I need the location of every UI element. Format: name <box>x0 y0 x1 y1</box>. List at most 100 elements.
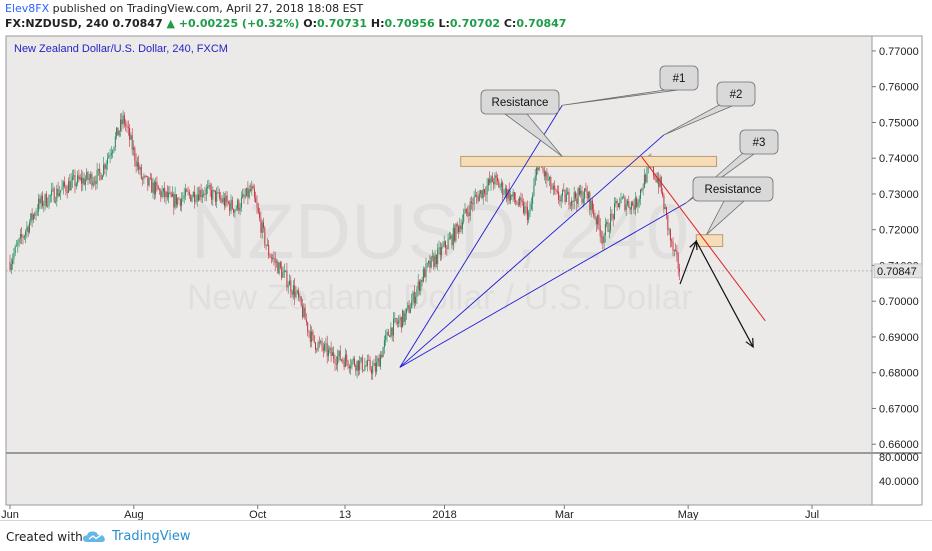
candle-body <box>129 128 131 140</box>
candle-body <box>385 335 387 341</box>
candle-body <box>316 349 318 351</box>
candle-body <box>571 200 573 206</box>
callout-resistance-1[interactable]: Resistance <box>480 89 563 157</box>
candle-body <box>614 203 615 219</box>
callout-resistance-2[interactable]: Resistance <box>692 176 774 236</box>
fan-line[interactable] <box>399 202 687 368</box>
trend-line[interactable] <box>641 156 766 322</box>
candle-body <box>456 223 458 227</box>
candle-body <box>485 193 487 195</box>
callout-fan-1[interactable]: #1 <box>562 65 699 106</box>
candle-body <box>305 319 307 323</box>
callout-fan-2[interactable]: #2 <box>663 81 756 136</box>
candle-body <box>248 189 250 198</box>
candle-body <box>667 214 669 230</box>
candle-body <box>656 179 658 182</box>
candle-body <box>247 187 249 198</box>
candle-body <box>363 370 365 371</box>
candle-body <box>361 357 363 371</box>
candle-body <box>224 197 225 206</box>
tradingview-brand[interactable]: TradingView <box>112 529 191 544</box>
resistance-zone-1[interactable] <box>460 155 718 167</box>
candle-body <box>221 199 223 203</box>
candle-body <box>459 225 461 232</box>
candle-body <box>117 127 119 136</box>
candle-body <box>551 188 553 190</box>
candle-body <box>507 189 509 199</box>
candle-body <box>209 185 211 190</box>
candle-body <box>97 168 99 170</box>
fan-line[interactable] <box>399 134 665 368</box>
candle-body <box>612 214 614 219</box>
candle-body <box>91 174 93 186</box>
lower-pane[interactable] <box>6 454 872 505</box>
candle-body <box>312 331 314 336</box>
candle-body <box>300 296 302 306</box>
fan-line[interactable] <box>399 105 563 368</box>
candle-body <box>298 290 300 298</box>
candle-body <box>42 195 43 206</box>
candle-body <box>330 347 332 356</box>
publish-line: Elev8FX published on TradingView.com, Ap… <box>5 2 363 15</box>
candle-body <box>590 200 592 211</box>
candle-body <box>181 198 183 206</box>
candle-body <box>532 195 534 204</box>
callout-box <box>739 129 779 155</box>
candle-body <box>243 194 245 197</box>
fan-lines[interactable] <box>399 105 687 368</box>
callouts: Resistance #1 #2 #3 Resistance <box>480 65 779 236</box>
low-label: L: <box>438 17 450 30</box>
resistance-zone-2[interactable] <box>695 234 724 248</box>
author-link[interactable]: Elev8FX <box>5 2 50 15</box>
candle-body <box>266 244 268 246</box>
tradingview-cloud-icon[interactable] <box>82 529 108 545</box>
candle-body <box>122 115 124 125</box>
candle-body <box>276 261 277 263</box>
candle-body <box>222 197 224 203</box>
x-tick-label: Aug <box>124 509 144 520</box>
candle-body <box>303 307 305 317</box>
candle-body <box>368 359 370 361</box>
change-up-icon: ▲ <box>166 17 175 30</box>
close-value: 0.70847 <box>516 17 567 30</box>
candle-body <box>432 256 433 258</box>
footer: Created with TradingView <box>0 520 932 551</box>
candle-body <box>673 249 675 251</box>
candle-body <box>672 241 674 251</box>
candle-body <box>481 190 483 198</box>
candle-body <box>88 178 90 180</box>
candle-body <box>377 358 379 363</box>
candle-body <box>325 343 327 345</box>
candle-body <box>68 181 69 193</box>
candle-body <box>78 175 80 180</box>
candle-body <box>242 194 244 198</box>
projection-arrow[interactable] <box>679 239 754 349</box>
candle-body <box>160 190 162 197</box>
candle-body <box>575 192 576 199</box>
lower-tick-label: 40.0000 <box>879 476 919 488</box>
candle-body <box>237 200 238 209</box>
candle-body <box>636 197 638 207</box>
y-tick-label: 0.70000 <box>879 296 919 308</box>
candle-body <box>521 200 523 203</box>
candle-body <box>655 177 657 182</box>
candle-body <box>489 179 491 184</box>
y-tick-label: 0.74000 <box>879 153 919 165</box>
candle-body <box>624 197 626 210</box>
candle-body <box>125 123 127 126</box>
candle-body <box>471 201 472 203</box>
candle-body <box>554 185 556 190</box>
candle-body <box>602 236 604 243</box>
candle-body <box>497 177 498 182</box>
price-chart[interactable]: NZDUSD, 240 New Zealand Dollar / U.S. Do… <box>0 0 932 520</box>
candle-body <box>617 203 619 208</box>
candle-body <box>311 331 313 342</box>
candle-body <box>56 188 58 202</box>
candle-body <box>334 359 336 364</box>
candle-body <box>65 186 67 191</box>
candle-body <box>57 188 59 196</box>
candle-body <box>22 237 24 238</box>
candle-body <box>416 289 418 297</box>
price-axis-ticks: 0.77000 0.76000 0.75000 0.74000 0.73000 0.720… <box>872 46 919 451</box>
candle-body <box>490 176 492 184</box>
